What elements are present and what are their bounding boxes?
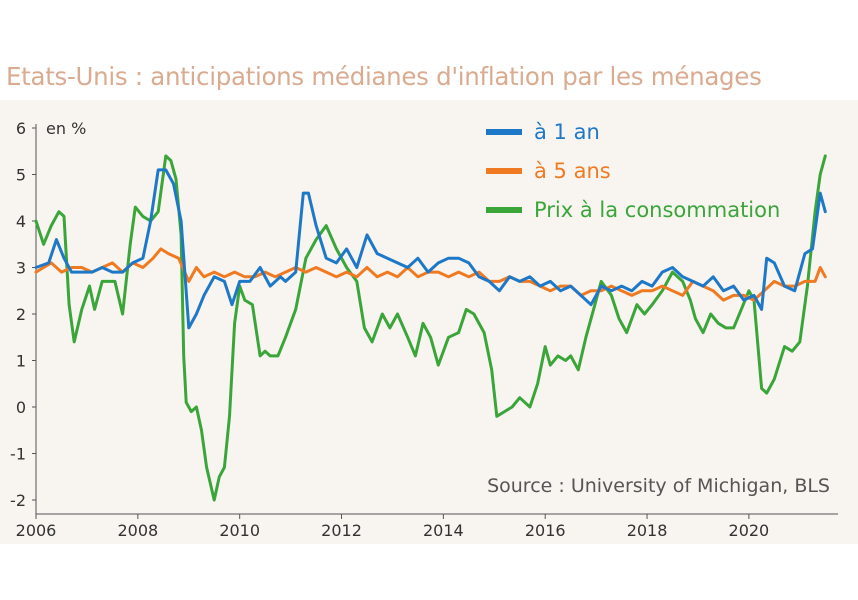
x-tick-label: 2008 (117, 521, 158, 540)
y-tick-label: -1 (10, 445, 26, 464)
chart-title: Etats-Unis : anticipations médianes d'in… (6, 62, 762, 91)
y-tick-label: 6 (16, 119, 26, 138)
x-tick-label: 2016 (525, 521, 566, 540)
legend-label-2: Prix à la consommation (534, 198, 780, 222)
x-tick-label: 2018 (627, 521, 668, 540)
y-tick-label: -2 (10, 491, 26, 510)
x-tick-label: 2012 (321, 521, 362, 540)
series-lines (34, 154, 827, 502)
legend-label-0: à 1 an (534, 120, 600, 144)
y-tick-label: 0 (16, 398, 26, 417)
y-tick-label: 5 (16, 166, 26, 185)
series-line-2 (34, 154, 827, 502)
y-tick-label: 3 (16, 259, 26, 278)
y-tick-label: 4 (16, 212, 26, 231)
legend-label-1: à 5 ans (534, 159, 611, 183)
plot-background (0, 100, 858, 544)
y-tick-label: 2 (16, 305, 26, 324)
x-tick-label: 2020 (729, 521, 770, 540)
legend: à 1 an à 5 ans Prix à la consommation (486, 120, 780, 222)
source-note: Source : University of Michigan, BLS (487, 475, 830, 497)
y-axis-label: en % (46, 119, 86, 138)
axes: 6 5 4 3 2 1 0 -1 -2 en % 2006 2008 2010 2012 2014 2016 2… (10, 119, 838, 540)
x-tick-label: 2006 (16, 521, 57, 540)
y-tick-label: 1 (16, 352, 26, 371)
x-tick-label: 2010 (219, 521, 260, 540)
series-line-0 (34, 168, 827, 330)
x-tick-label: 2014 (423, 521, 464, 540)
